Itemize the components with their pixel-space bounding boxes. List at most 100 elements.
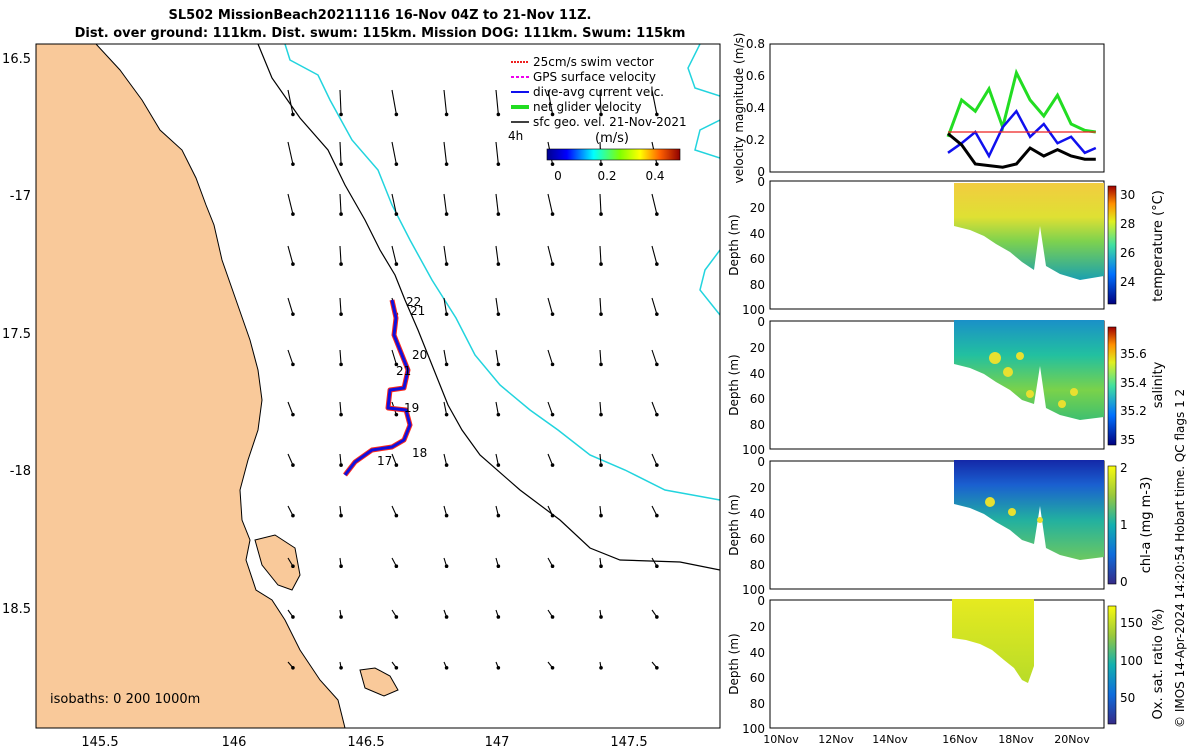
time-tick: 12Nov bbox=[818, 733, 854, 746]
current-arrow-head bbox=[339, 262, 343, 266]
current-arrow bbox=[599, 89, 602, 115]
current-arrow-head bbox=[599, 615, 603, 619]
current-arrow-head bbox=[550, 212, 555, 216]
current-arrow bbox=[495, 453, 499, 466]
velocity-tick: 0.2 bbox=[746, 133, 765, 147]
current-arrow-head bbox=[599, 112, 603, 117]
velocity-tick: 0 bbox=[757, 165, 765, 179]
legend-label: 25cm/s swim vector bbox=[533, 55, 654, 69]
current-arrow-head bbox=[339, 112, 343, 117]
depth-tick: 60 bbox=[750, 671, 765, 685]
isobath-200m bbox=[257, 44, 720, 571]
current-arrow-head bbox=[339, 665, 343, 670]
current-arrow-head bbox=[339, 162, 343, 166]
salinity-highlights bbox=[989, 352, 1078, 408]
depth-tick: 80 bbox=[750, 278, 765, 292]
land-mass bbox=[36, 44, 346, 728]
current-arrow-head bbox=[444, 513, 449, 518]
current-arrow-head bbox=[599, 564, 603, 569]
current-arrow-head bbox=[444, 312, 449, 316]
map-x-tick: 146.5 bbox=[347, 735, 384, 750]
current-arrow-head bbox=[550, 665, 555, 670]
current-arrow bbox=[651, 349, 658, 365]
colorbar-unit: (m/s) bbox=[595, 131, 629, 146]
map-x-tick: 147 bbox=[485, 735, 510, 750]
current-arrow bbox=[443, 349, 448, 365]
oxygen-cbar-tick: 150 bbox=[1120, 616, 1143, 630]
temperature-cbar-tick: 26 bbox=[1120, 246, 1135, 260]
map-y-axis: 16.5 -17 17.5 -18 18.5 bbox=[2, 52, 31, 617]
current-arrow bbox=[339, 141, 342, 165]
current-arrow bbox=[495, 245, 499, 265]
current-arrow-head bbox=[339, 513, 343, 518]
current-arrow-head bbox=[655, 463, 659, 467]
current-arrow bbox=[287, 141, 294, 165]
current-arrow-head bbox=[394, 665, 399, 670]
current-arrow-head bbox=[394, 615, 399, 619]
current-arrow bbox=[599, 453, 602, 466]
current-arrow-head bbox=[444, 112, 449, 117]
current-arrow-head bbox=[655, 513, 659, 518]
chla-panel: 0 20 40 60 80 100 Depth (m) 2 1 0 chl-a … bbox=[727, 455, 1154, 597]
current-arrow bbox=[339, 89, 342, 115]
current-arrow-head bbox=[496, 564, 501, 569]
map-x-axis: 145.5 146 146.5 147 147.5 bbox=[81, 735, 647, 750]
legend-label: sfc geo. vel. 21-Nov-2021 bbox=[533, 115, 687, 129]
current-arrow-head bbox=[444, 615, 449, 619]
current-arrow bbox=[391, 349, 397, 365]
current-arrow-head bbox=[394, 112, 399, 117]
depth-tick: 0 bbox=[757, 175, 765, 189]
current-arrow bbox=[287, 245, 294, 265]
current-arrow-head bbox=[394, 212, 399, 216]
current-arrow bbox=[599, 245, 602, 265]
oxygen-cbar-tick: 50 bbox=[1120, 691, 1135, 705]
current-arrow bbox=[339, 297, 342, 315]
current-arrow bbox=[391, 141, 397, 165]
depth-tick: 20 bbox=[750, 201, 765, 215]
current-arrow-head bbox=[655, 615, 659, 619]
current-arrow bbox=[547, 193, 554, 215]
salinity-colorbar bbox=[1107, 326, 1117, 446]
map-y-tick: -17 bbox=[10, 189, 31, 204]
current-arrow bbox=[651, 89, 658, 115]
current-arrow-head bbox=[550, 312, 555, 316]
depth-tick: 20 bbox=[750, 620, 765, 634]
depth-label: Depth (m) bbox=[727, 354, 741, 415]
current-arrow-head bbox=[655, 112, 659, 117]
current-arrow-head bbox=[291, 162, 295, 166]
chla-colorbar bbox=[1107, 465, 1117, 585]
time-axis: 10Nov 12Nov 14Nov 16Nov 18Nov 20Nov bbox=[763, 733, 1090, 746]
current-arrow-head bbox=[394, 362, 399, 367]
oxygen-label: Ox. sat. ratio (%) bbox=[1151, 609, 1166, 720]
current-arrow-head bbox=[394, 162, 399, 166]
temperature-panel: 0 20 40 60 80 100 Depth (m) 30 28 26 24 … bbox=[727, 175, 1166, 317]
current-arrow-head bbox=[444, 162, 449, 166]
time-tick: 10Nov bbox=[763, 733, 799, 746]
chla-cbar-tick: 1 bbox=[1120, 518, 1128, 532]
isobath-1000m bbox=[694, 119, 720, 159]
current-arrow-head bbox=[339, 463, 343, 467]
current-arrow bbox=[547, 245, 554, 265]
depth-tick: 0 bbox=[757, 594, 765, 608]
island bbox=[254, 534, 301, 591]
current-arrow bbox=[391, 89, 397, 115]
current-arrow-head bbox=[496, 513, 501, 518]
current-arrow-head bbox=[444, 463, 449, 467]
current-arrow-head bbox=[496, 262, 501, 266]
series-line-sfc-geo-vel-21-nov-2021 bbox=[947, 132, 1096, 169]
salinity-cbar-tick: 35 bbox=[1120, 433, 1135, 447]
current-arrow-head bbox=[655, 362, 659, 367]
current-arrow-head bbox=[444, 564, 449, 569]
current-arrow bbox=[443, 141, 448, 165]
oxygen-colorbar bbox=[1107, 605, 1117, 725]
current-arrow-head bbox=[291, 513, 295, 518]
current-arrow bbox=[287, 453, 294, 466]
current-arrow-head bbox=[339, 564, 343, 569]
depth-tick: 80 bbox=[750, 418, 765, 432]
current-arrow bbox=[651, 453, 658, 466]
current-arrow bbox=[651, 193, 658, 215]
map-legend: 25cm/s swim vector GPS surface velocity … bbox=[508, 55, 687, 143]
figure-title-line1: SL502 MissionBeach20211116 16-Nov 04Z to… bbox=[168, 8, 592, 23]
legend-time-label: 4h bbox=[508, 129, 523, 143]
current-arrow bbox=[339, 349, 342, 365]
